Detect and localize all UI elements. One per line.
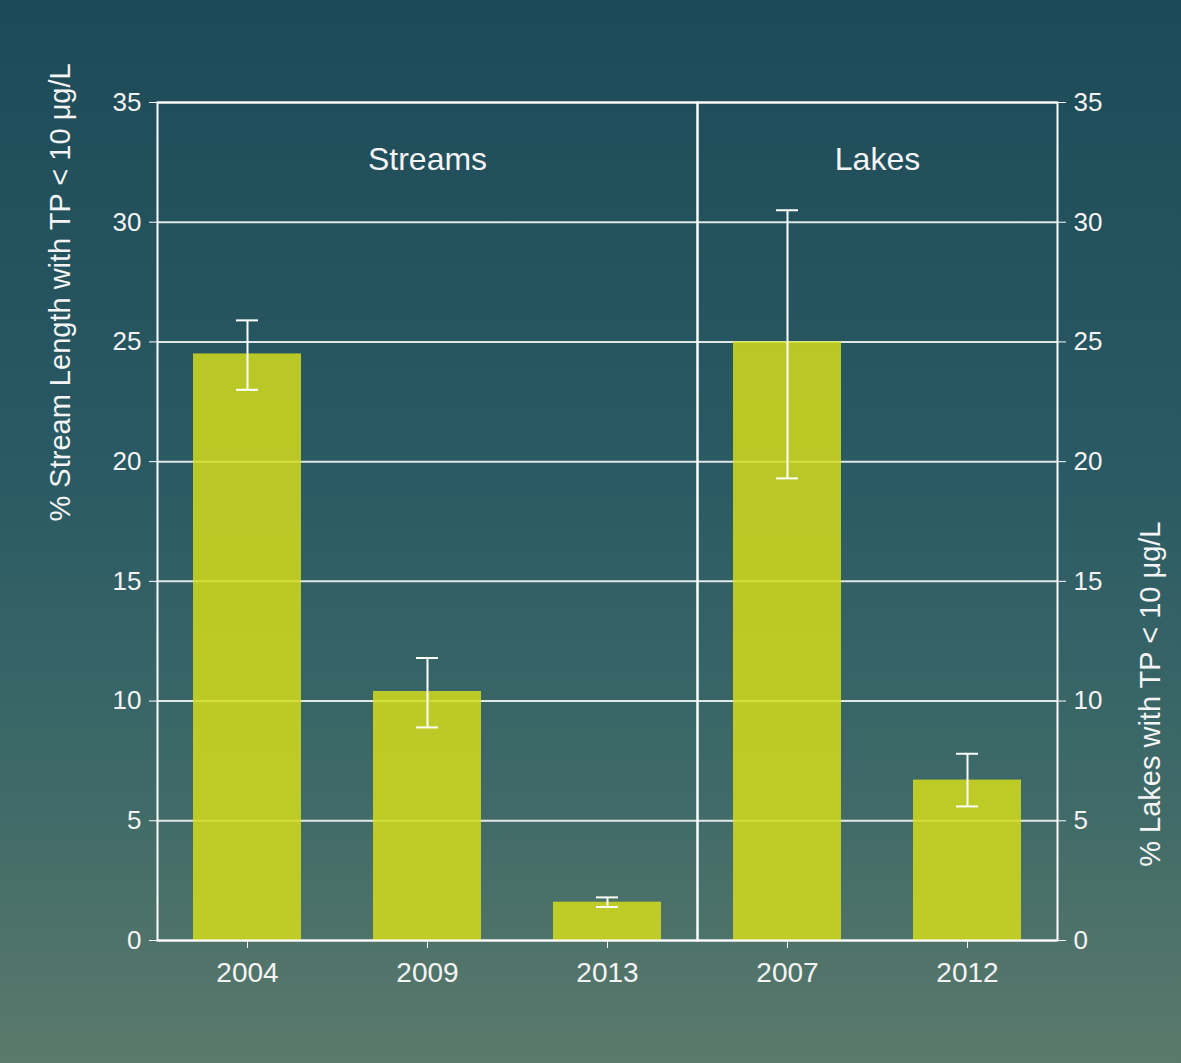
svg-text:2012: 2012 (936, 957, 998, 988)
svg-text:2007: 2007 (756, 957, 818, 988)
svg-text:5: 5 (127, 805, 141, 835)
svg-text:35: 35 (113, 87, 142, 117)
svg-text:Streams: Streams (368, 141, 487, 177)
svg-text:30: 30 (113, 207, 142, 237)
svg-text:10: 10 (113, 685, 142, 715)
svg-text:% Lakes with TP < 10 μg/L: % Lakes with TP < 10 μg/L (1134, 522, 1166, 867)
svg-text:2013: 2013 (576, 957, 638, 988)
svg-text:35: 35 (1074, 87, 1103, 117)
svg-text:30: 30 (1074, 207, 1103, 237)
svg-text:20: 20 (1074, 446, 1103, 476)
svg-text:20: 20 (113, 446, 142, 476)
svg-text:15: 15 (1074, 566, 1103, 596)
svg-text:25: 25 (1074, 326, 1103, 356)
svg-text:0: 0 (127, 925, 141, 955)
svg-text:15: 15 (113, 566, 142, 596)
svg-text:5: 5 (1074, 805, 1088, 835)
svg-text:0: 0 (1074, 925, 1088, 955)
svg-text:10: 10 (1074, 685, 1103, 715)
svg-text:25: 25 (113, 326, 142, 356)
svg-text:Lakes: Lakes (835, 141, 920, 177)
svg-text:2004: 2004 (216, 957, 278, 988)
svg-text:% Stream Length with TP < 10 μ: % Stream Length with TP < 10 μg/L (44, 63, 76, 521)
svg-text:2009: 2009 (396, 957, 458, 988)
